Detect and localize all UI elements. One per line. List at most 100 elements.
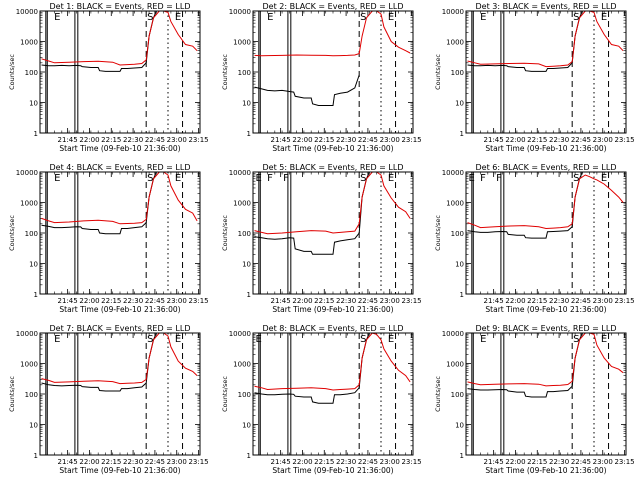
y-tick-label: 1000 [233,39,251,47]
y-tick-label: 100 [451,69,464,77]
y-axis-label: Counts/sec [221,215,229,251]
lld-series-line [41,11,198,66]
marker-label: E [388,334,394,345]
panel-title: Det 6: BLACK = Events, RED = LLD [476,163,617,172]
y-axis-label: Counts/sec [8,215,16,251]
marker-label: F [283,173,289,184]
y-axis-label: Counts/sec [434,54,442,90]
x-tick-label: 22:00 [292,136,312,144]
x-tick-label: 21:45 [484,136,504,144]
lld-series-line [254,11,411,57]
panel-frame [465,171,627,295]
x-axis-label: Start Time (09-Feb-10 21:36:00) [485,144,606,153]
y-tick-label: 1 [34,452,38,460]
y-tick-label: 1000 [233,361,251,369]
y-tick-label: 1000 [233,200,251,208]
detector-panel-1: Det 1: BLACK = Events, RED = LLD 1 10 100 10… [8,2,209,153]
marker-label: S [573,12,579,23]
panel-frame [39,171,201,295]
y-tick-label: 1000 [446,361,464,369]
x-tick-label: 22:15 [314,136,334,144]
x-tick-label: 23:00 [380,136,400,144]
panel-title: Det 1: BLACK = Events, RED = LLD [50,2,191,11]
y-tick-label: 10 [242,100,251,108]
x-tick-label: 23:15 [401,136,421,144]
y-tick-label: 10000 [229,169,251,177]
y-tick-label: 100 [238,391,251,399]
marker-label: S [147,334,153,345]
y-tick-label: 10000 [16,169,38,177]
y-axis-label: Counts/sec [8,376,16,412]
x-axis-label: Start Time (09-Feb-10 21:36:00) [485,466,606,475]
marker-label: E [175,173,181,184]
x-tick-label: 21:45 [58,458,78,466]
lld-series-line [41,333,198,385]
detector-panel-2: Det 2: BLACK = Events, RED = LLD 1 10 100 10… [221,2,422,153]
marker-label: S [147,12,153,23]
y-tick-label: 10000 [442,330,464,338]
y-tick-label: 100 [451,230,464,238]
lld-series-line [467,174,624,230]
x-tick-label: 22:30 [549,458,569,466]
x-tick-label: 21:45 [271,136,291,144]
panel-frame [465,332,627,456]
x-tick-label: 22:45 [571,297,591,305]
y-axis-label: Counts/sec [434,376,442,412]
panel-title: Det 5: BLACK = Events, RED = LLD [263,163,404,172]
x-tick-label: 22:45 [145,297,165,305]
marker-label: F [480,173,486,184]
panel-plot-area [41,11,198,133]
x-tick-label: 22:15 [314,297,334,305]
y-tick-label: 10000 [442,169,464,177]
x-tick-label: 23:00 [380,458,400,466]
lld-series-line [41,172,198,225]
marker-label: E [601,334,607,345]
panel-frame [465,10,627,134]
y-tick-label: 100 [25,69,38,77]
y-tick-label: 1000 [20,361,38,369]
marker-label: S [147,173,153,184]
events-series-line [254,333,370,404]
panel-plot-area [254,333,411,455]
y-tick-label: 100 [25,230,38,238]
x-tick-label: 21:45 [271,458,291,466]
y-tick-label: 1000 [20,200,38,208]
events-series-line [41,333,157,392]
x-tick-label: 22:15 [527,136,547,144]
panel-plot-area [467,333,624,455]
panel-title: Det 9: BLACK = Events, RED = LLD [476,324,617,333]
detector-panel-7: Det 7: BLACK = Events, RED = LLD 1 10 100 10… [8,324,209,475]
y-tick-label: 10 [242,422,251,430]
marker-label: S [573,173,579,184]
x-tick-label: 23:15 [188,297,208,305]
x-tick-label: 22:45 [145,458,165,466]
marker-label: E [54,173,60,184]
y-tick-label: 100 [451,391,464,399]
marker-label: S [360,12,366,23]
x-tick-label: 22:15 [527,458,547,466]
marker-label: E [601,12,607,23]
panel-plot-area [41,172,198,294]
x-tick-label: 23:00 [593,458,613,466]
y-axis-label: Counts/sec [434,215,442,251]
marker-label: F [496,173,502,184]
x-tick-label: 23:15 [614,136,634,144]
x-tick-label: 22:45 [145,136,165,144]
x-tick-label: 21:45 [484,297,504,305]
y-tick-label: 1 [247,130,251,138]
y-tick-label: 10 [29,422,38,430]
x-tick-label: 23:15 [401,297,421,305]
y-tick-label: 1 [460,291,464,299]
y-tick-label: 10000 [229,8,251,16]
x-tick-label: 23:00 [167,136,187,144]
marker-label: S [573,334,579,345]
x-tick-label: 22:15 [101,136,121,144]
x-axis-label: Start Time (09-Feb-10 21:36:00) [59,305,180,314]
y-tick-label: 10000 [442,8,464,16]
y-axis-label: Counts/sec [221,376,229,412]
marker-label: E [54,334,60,345]
events-series-line [467,172,583,239]
x-tick-label: 22:45 [571,458,591,466]
x-tick-label: 23:00 [593,136,613,144]
